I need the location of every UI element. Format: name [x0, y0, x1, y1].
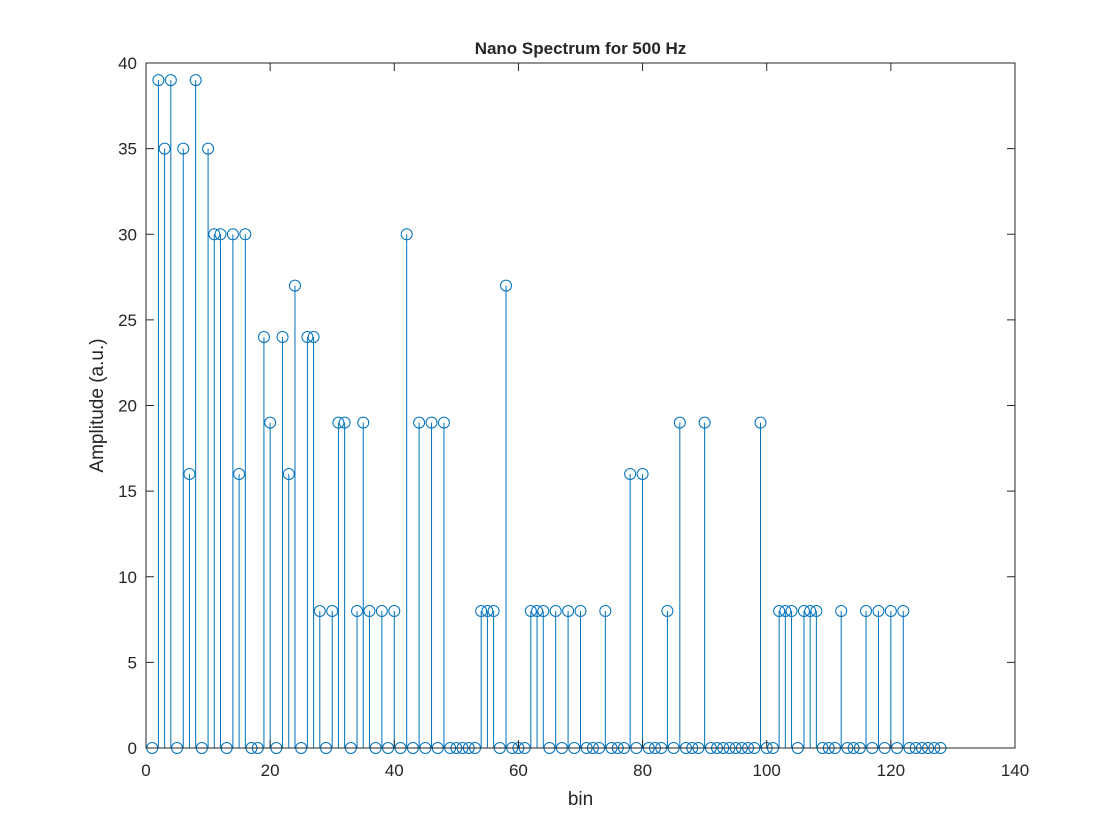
stem-marker — [562, 605, 575, 617]
stem-marker — [177, 142, 190, 155]
stem-marker — [288, 279, 301, 292]
stem-marker — [437, 416, 450, 429]
stem-marker — [214, 228, 227, 241]
stem-marker — [524, 605, 537, 617]
stem-marker — [388, 605, 401, 617]
stem-marker — [884, 605, 897, 617]
stem-marker — [549, 605, 562, 617]
y-tick-label: 25 — [118, 311, 137, 330]
stem-marker — [264, 416, 277, 429]
stem-marker — [152, 74, 165, 87]
y-tick-label: 35 — [118, 140, 137, 159]
stem-marker — [332, 416, 345, 429]
x-tick-label: 100 — [753, 761, 781, 780]
x-tick-label: 40 — [385, 761, 404, 780]
stem-marker — [481, 605, 494, 617]
stem-marker — [313, 605, 326, 617]
stem-marker — [599, 605, 612, 617]
y-tick-label: 40 — [118, 54, 137, 73]
y-tick-label: 10 — [118, 568, 137, 587]
stem-marker — [487, 605, 500, 617]
stem-marker — [785, 605, 798, 617]
y-tick-label: 0 — [128, 739, 137, 758]
y-axis-label: Amplitude (a.u.) — [87, 338, 108, 472]
stem-marker — [661, 605, 674, 617]
stem-marker — [257, 331, 270, 343]
stem-marker — [326, 605, 339, 617]
stem-marker — [338, 416, 351, 429]
stem-marker — [158, 142, 171, 155]
stem-marker — [860, 605, 873, 617]
stem-marker — [276, 331, 289, 343]
stem-marker — [226, 228, 239, 241]
stem-marker — [872, 605, 885, 617]
stem-marker — [897, 605, 910, 617]
x-axis-label: bin — [568, 789, 593, 810]
stem-marker — [239, 228, 252, 241]
y-tick-label: 30 — [118, 225, 137, 244]
stem-marker — [164, 74, 177, 87]
stem-marker — [754, 416, 767, 429]
stem-marker — [779, 605, 792, 617]
stem-marker — [773, 605, 786, 617]
y-tick-label: 15 — [118, 482, 137, 501]
x-tick-label: 60 — [509, 761, 528, 780]
y-tick-label: 20 — [118, 397, 137, 416]
stem-marker — [804, 605, 817, 617]
stem-marker — [531, 605, 544, 617]
x-tick-label: 120 — [877, 761, 905, 780]
stem-marker — [797, 605, 810, 617]
stem-marker — [537, 605, 550, 617]
axes-box — [145, 62, 1016, 749]
stem-marker — [400, 228, 413, 241]
stem-marker — [475, 605, 488, 617]
stem-marker — [189, 74, 202, 87]
stem-marker — [307, 331, 320, 343]
stem-marker — [673, 416, 686, 429]
stem-marker — [363, 605, 376, 617]
stem-marker — [698, 416, 711, 429]
y-tick-label: 5 — [128, 653, 137, 672]
y-axis-ticks: 0 5 10 15 20 25 30 35 40 — [118, 54, 1015, 758]
x-tick-label: 0 — [141, 761, 150, 780]
x-tick-label: 140 — [1001, 761, 1029, 780]
stem-marker — [835, 605, 848, 617]
stem-marker — [375, 605, 388, 617]
stem-marker — [636, 468, 649, 480]
stem-marker — [624, 468, 637, 480]
stem-marker — [413, 416, 426, 429]
stem-marker — [357, 416, 370, 429]
x-axis-ticks: 0 20 40 60 80 100 120 140 — [141, 63, 1029, 780]
stem-marker — [425, 416, 438, 429]
stem-marker — [208, 228, 221, 241]
stem-marker — [301, 331, 314, 343]
stem-marker — [183, 468, 196, 480]
stem-marker — [233, 468, 246, 480]
stem-marker — [202, 142, 215, 155]
x-tick-label: 80 — [633, 761, 652, 780]
stem-marker — [500, 279, 513, 292]
stem-marker — [810, 605, 823, 617]
stem-marker — [282, 468, 295, 480]
x-tick-label: 20 — [261, 761, 280, 780]
stem-marker — [574, 605, 587, 617]
stem-marker — [351, 605, 364, 617]
chart-title: Nano Spectrum for 500 Hz — [475, 39, 687, 58]
